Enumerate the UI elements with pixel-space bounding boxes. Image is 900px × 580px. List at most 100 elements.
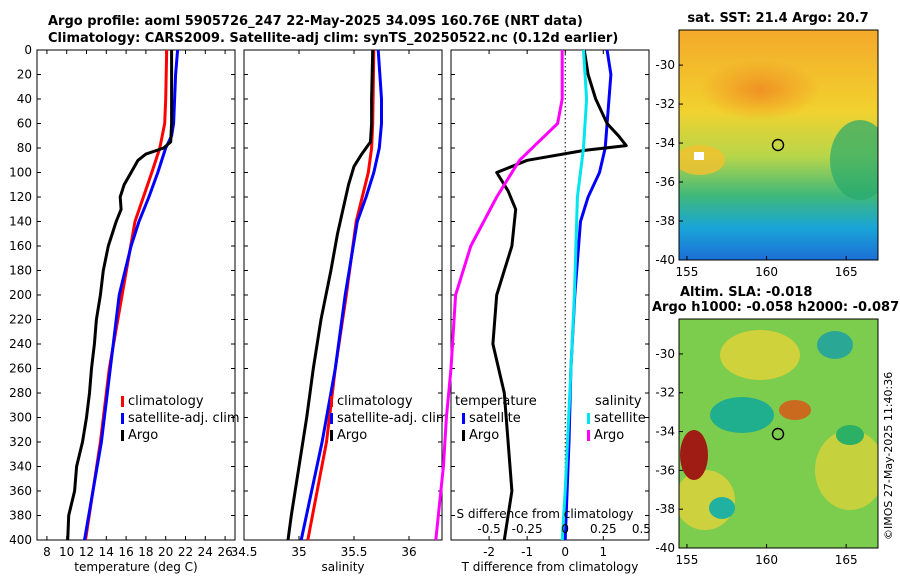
legend-swatch [587,413,590,424]
map-xtick-label: 160 [755,265,778,279]
depth-tick-label: 320 [9,435,32,449]
xtick-label: 8 [43,545,51,559]
xtick-label: 1 [599,545,607,559]
legend-swatch [330,396,333,407]
legend-label: satellite [594,411,646,426]
depth-tick-label: 60 [17,117,32,131]
map-xtick-label: 155 [676,553,699,567]
depth-tick-label: 120 [9,190,32,204]
legend-swatch [330,413,333,424]
map-xtick-label: 155 [676,265,699,279]
xtick-label: 26 [217,545,232,559]
xtick-label: 20 [158,545,173,559]
depth-tick-label: 340 [9,460,32,474]
depth-tick-label: 360 [9,484,32,498]
sla-yellow-2 [815,430,878,510]
xtick-label: -2 [483,545,495,559]
legend-swatch [121,413,124,424]
map-ytick-label: -40 [655,253,675,267]
sla-green-1 [836,425,864,445]
xtick-label: 0 [561,545,569,559]
depth-tick-label: 300 [9,411,32,425]
legend-swatch [587,430,590,441]
map-ytick-label: -38 [655,502,675,516]
s-top-tick-label: 0.25 [590,522,617,536]
temperature-axes-box [36,49,236,541]
xtick-label: 14 [99,545,114,559]
credit-rotated: ©IMOS 27-May-2025 11:40:36 [882,372,895,540]
sla-map [678,318,879,549]
legend-label: climatology [337,394,413,409]
series-line-temperature-argo [491,49,628,541]
xtick-label: 16 [118,545,133,559]
sla-map-frame [678,318,879,549]
sla_map-title: Argo h1000: -0.058 h2000: -0.087 [652,300,899,315]
map-xtick-label: 160 [755,553,778,567]
xtick-label: 35 [291,545,306,559]
s-diff-label: S difference from climatology [457,507,634,521]
legend-label: salinity [595,394,642,409]
xtick-label: 22 [178,545,193,559]
xtick-label: -1 [521,545,533,559]
sla-yellow-1 [720,330,800,380]
legend-label: Argo [337,428,367,443]
sst-green-patch [830,120,878,200]
map-xtick-label: 165 [835,553,858,567]
series-line-temperature-satellite [563,49,613,541]
legend-swatch [121,396,124,407]
depth-tick-label: 260 [9,362,32,376]
depth-tick-label: 40 [17,92,32,106]
s-top-tick-label: 0.5 [632,522,651,536]
s-top-tick-label: -0.5 [477,522,500,536]
depth-tick-label: 160 [9,239,32,253]
xtick-label: 18 [138,545,153,559]
temperature-panel: 0 20 40 60 80 100 120 140 160 180 200 220 240 260 280 3… [9,43,240,574]
depth-tick-label: 400 [9,533,32,547]
s-top-tick-label: 0 [561,522,569,536]
xtick-label: 12 [79,545,94,559]
map-ytick-label: -34 [655,136,675,150]
sst-map [678,29,879,261]
xaxis-label: T difference from climatology [461,560,639,574]
depth-tick-label: 20 [17,68,32,82]
map-ytick-label: -40 [655,541,675,555]
depth-tick-label: 180 [9,264,32,278]
xtick-label: 34.5 [231,545,258,559]
map-ytick-label: -32 [655,97,675,111]
legend-label: Argo [128,428,158,443]
legend-label: satellite-adj. clim [337,411,449,426]
depth-tick-label: 280 [9,386,32,400]
xaxis-label: salinity [321,560,364,574]
series-line-satellite-adj-clim [299,49,383,541]
depth-tick-label: 220 [9,313,32,327]
depth-tick-label: 100 [9,166,32,180]
map-ytick-label: -30 [655,347,675,361]
salinity-axes-box [243,49,443,541]
map-ytick-label: -36 [655,463,675,477]
sla_map-title: Altim. SLA: -0.018 [680,285,812,300]
sla-cyan-1 [710,397,774,433]
sla-orange [779,400,811,420]
legend-swatch [462,430,465,441]
map-ytick-label: -38 [655,214,675,228]
sst_map-axes: sat. SST: 21.4 Argo: 20.7 155 160 165 -30 -32… [655,11,868,279]
legend-label: satellite-adj. clim [128,411,240,426]
sst-map-frame [678,29,879,261]
series-line-salinity-satellite [560,49,589,541]
figure-title-line1: Argo profile: aoml 5905726_247 22-May-20… [48,14,583,29]
sst-missing-data [694,152,704,160]
series-line-salinity-argo [434,50,564,541]
difference-panel: -2 -1 0 1T difference from climatology -0.5-… [434,49,651,574]
depth-tick-label: 240 [9,337,32,351]
sla-cyan-2 [817,331,853,359]
depth-tick-label: 200 [9,288,32,302]
map-ytick-label: -32 [655,386,675,400]
depth-tick-label: 140 [9,215,32,229]
sst-argo-marker [771,138,785,152]
series-line-satellite-adj-clim [83,49,180,541]
sst_map-title: sat. SST: 21.4 Argo: 20.7 [687,11,868,26]
sla-argo-marker [771,427,785,441]
depth-tick-label: 80 [17,141,32,155]
xtick-label: 35.5 [341,545,368,559]
